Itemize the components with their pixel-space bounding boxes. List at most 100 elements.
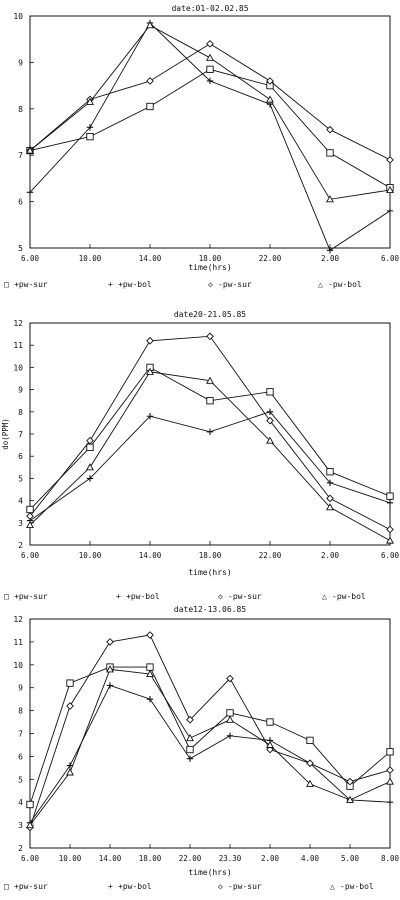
data-point-diamond bbox=[346, 777, 354, 786]
y-tick-label: 5 bbox=[18, 244, 23, 253]
data-point-triangle bbox=[146, 21, 154, 29]
y-tick-label: 6 bbox=[18, 752, 23, 761]
data-point-triangle bbox=[146, 669, 154, 677]
data-point-square bbox=[146, 663, 154, 671]
data-point-square bbox=[86, 443, 94, 451]
data-point-plus bbox=[326, 479, 334, 487]
x-tick-label: 2.00 bbox=[321, 254, 340, 263]
legend-item-minus-pw-sur: ◇ -pw-sur bbox=[218, 592, 262, 601]
data-point-triangle bbox=[266, 436, 274, 444]
data-point-triangle bbox=[86, 97, 94, 105]
x-tick-label: 8.00 bbox=[381, 854, 400, 863]
data-point-triangle bbox=[26, 520, 34, 529]
data-point-square bbox=[326, 468, 334, 476]
data-point-diamond bbox=[326, 125, 334, 134]
chart-title: date:01-02.02.85 bbox=[171, 4, 248, 13]
series-line bbox=[29, 684, 391, 824]
data-point-triangle bbox=[26, 146, 34, 154]
data-point-diamond bbox=[86, 436, 94, 445]
data-point-square bbox=[386, 748, 394, 756]
diamond-marker-icon: ◇ bbox=[218, 882, 223, 891]
x-tick-label: 23.30 bbox=[219, 854, 242, 863]
data-point-diamond bbox=[266, 416, 274, 425]
legend-item-plus-pw-bol: + +pw-bol bbox=[108, 280, 152, 289]
data-point-triangle bbox=[266, 95, 274, 103]
x-tick-label: 18.00 bbox=[199, 551, 222, 560]
x-tick-label: 2.00 bbox=[321, 551, 340, 560]
data-point-square bbox=[86, 132, 94, 141]
plus-marker-icon: + bbox=[108, 882, 113, 891]
data-point-plus bbox=[146, 695, 154, 703]
diamond-marker-icon: ◇ bbox=[208, 280, 213, 289]
data-point-square bbox=[66, 679, 74, 687]
data-point-diamond bbox=[326, 494, 334, 503]
data-point-square bbox=[26, 800, 34, 809]
data-point-diamond bbox=[106, 638, 114, 646]
data-point-triangle bbox=[306, 779, 314, 787]
legend-item-minus-pw-bol: △ -pw-bol bbox=[318, 280, 362, 289]
x-tick-label: 18.00 bbox=[199, 254, 222, 263]
data-point-diamond bbox=[186, 715, 194, 724]
y-tick-label: 10 bbox=[13, 363, 23, 372]
data-point-square bbox=[306, 736, 314, 745]
legend-row-1: □ +pw-sur + +pw-bol ◇ -pw-sur △ -pw-bol bbox=[0, 280, 400, 294]
x-tick-label: 4.00 bbox=[301, 854, 320, 863]
data-point-diamond bbox=[146, 336, 154, 345]
data-point-square bbox=[386, 492, 394, 500]
data-point-triangle bbox=[346, 795, 354, 803]
data-point-plus bbox=[206, 77, 214, 85]
data-point-square bbox=[266, 388, 274, 396]
y-tick-label: 8 bbox=[18, 105, 23, 114]
x-tick-label: 22.00 bbox=[259, 254, 282, 263]
data-point-plus bbox=[226, 732, 234, 739]
diamond-marker-icon: ◇ bbox=[218, 592, 223, 601]
y-tick-label: 5 bbox=[18, 474, 23, 483]
y-tick-label: 4 bbox=[18, 798, 23, 807]
square-marker-icon: □ bbox=[4, 280, 9, 289]
series-line bbox=[29, 68, 391, 189]
y-tick-label: 7 bbox=[18, 430, 23, 439]
legend-item-minus-pw-bol: △ -pw-bol bbox=[322, 592, 366, 601]
data-point-plus bbox=[386, 799, 394, 806]
data-point-diamond bbox=[386, 525, 394, 534]
data-point-diamond bbox=[206, 332, 214, 341]
data-point-square bbox=[326, 149, 334, 157]
series-3 bbox=[26, 631, 394, 832]
x-tick-label: 18.00 bbox=[139, 854, 162, 863]
x-tick-label: 22.00 bbox=[259, 551, 282, 560]
data-point-plus bbox=[146, 413, 154, 420]
plus-marker-icon: + bbox=[116, 592, 121, 601]
y-tick-label: 11 bbox=[13, 341, 23, 350]
series-1 bbox=[26, 363, 394, 514]
data-point-triangle bbox=[326, 195, 334, 203]
data-point-plus bbox=[206, 428, 214, 435]
y-tick-label: 6 bbox=[18, 198, 23, 207]
data-point-square bbox=[206, 65, 214, 74]
x-axis-label: time(hrs) bbox=[188, 263, 231, 272]
legend-item-plus-pw-sur: □ +pw-sur bbox=[4, 592, 48, 601]
data-point-triangle bbox=[386, 536, 394, 544]
chart-3: date12-13.06.85 2 3 4 5 6 7 8 9 10 11 12 6.00 10.00 14… bbox=[13, 605, 399, 877]
x-tick-label: 6.00 bbox=[381, 551, 400, 560]
data-point-square bbox=[206, 397, 214, 405]
data-point-diamond bbox=[266, 77, 274, 85]
plot-frame bbox=[29, 15, 391, 249]
y-tick-label: 10 bbox=[13, 661, 23, 670]
series-4 bbox=[26, 665, 394, 829]
chart-title: date12-13.06.85 bbox=[174, 605, 246, 614]
data-point-plus bbox=[26, 189, 34, 196]
series-4 bbox=[26, 21, 394, 203]
series-line bbox=[29, 366, 391, 510]
legend-item-minus-pw-sur: ◇ -pw-sur bbox=[218, 882, 262, 891]
y-tick-label: 12 bbox=[13, 615, 23, 624]
chart-title: date20-21.05.85 bbox=[174, 310, 246, 319]
data-point-square bbox=[146, 102, 154, 111]
legend-row-3: □ +pw-sur + +pw-bol ◇ -pw-sur △ -pw-bol bbox=[0, 882, 400, 896]
y-axis-label: do(PPM) bbox=[1, 418, 10, 450]
y-tick-label: 5 bbox=[18, 775, 23, 784]
data-point-diamond bbox=[146, 631, 154, 639]
x-tick-label: 14.00 bbox=[139, 551, 162, 560]
square-marker-icon: □ bbox=[4, 592, 9, 601]
plus-marker-icon: + bbox=[108, 280, 113, 289]
